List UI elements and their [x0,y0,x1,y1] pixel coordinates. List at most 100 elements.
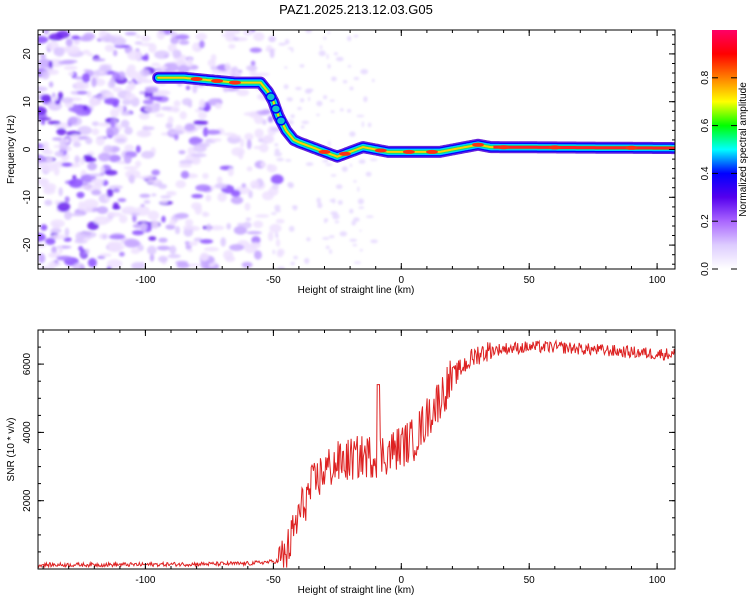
noise-blob [136,129,152,138]
noise-blob [165,122,173,129]
noise-blob [276,250,284,258]
noise-blob [125,84,133,93]
noise-blob [179,159,193,165]
noise-blob [180,170,190,179]
noise-blob [230,189,241,197]
noise-blob [45,157,54,162]
noise-blob [191,153,207,158]
noise-blob [290,114,295,119]
noise-blob [124,126,133,135]
chart-title: PAZ1.2025.213.12.03.G05 [279,2,433,17]
noise-blob [187,57,193,68]
noise-blob [124,93,136,101]
noise-blob [116,75,121,80]
noise-blob [41,120,46,125]
noise-blob [111,37,127,46]
noise-blob [299,64,305,68]
noise-blob [129,174,135,184]
noise-blob [60,97,74,104]
noise-blob [347,109,352,113]
noise-blob [270,174,284,185]
noise-blob [332,213,340,220]
noise-blob [194,109,202,113]
noise-blob [259,143,269,153]
noise-blob [139,68,150,77]
noise-blob [340,108,344,112]
noise-blob [165,224,176,230]
noise-blob [136,205,150,216]
noise-blob [347,35,352,42]
noise-blob [305,30,312,33]
noise-blob [139,193,151,198]
noise-blob [61,59,78,64]
x-tick-label: -100 [135,575,155,586]
noise-blob [267,164,273,170]
noise-blob [253,220,264,229]
noise-blob [48,81,54,88]
noise-blob [159,200,169,204]
noise-blob [271,183,279,190]
noise-blob [209,225,225,231]
noise-blob [156,30,166,40]
noise-blob [131,262,145,269]
noise-blob [341,166,348,172]
noise-blob [40,224,48,231]
ridge-peak [229,80,241,85]
noise-blob [320,45,323,50]
ridge-peak [339,151,351,156]
noise-blob [78,35,92,42]
noise-blob [235,30,241,35]
noise-blob [283,84,289,90]
noise-blob [325,245,330,250]
noise-blob [110,118,116,128]
noise-blob [189,137,204,143]
noise-blob [110,108,120,118]
noise-blob [277,266,285,269]
colorbar-tick-label: 0.0 [700,262,711,276]
noise-blob [140,222,147,232]
noise-blob [43,187,56,195]
noise-blob [38,253,46,264]
colorbar: 0.0 0.2 0.4 0.6 0.8 Normalized spectral ampl… [700,30,749,276]
noise-blob [353,180,357,183]
noise-blob [225,255,236,263]
noise-blob [243,112,259,116]
noise-blob [274,209,281,213]
noise-blob [85,183,95,192]
noise-blob [151,169,160,176]
spectrogram-ylabel: Frequency (Hz) [6,115,17,184]
noise-blob [68,178,84,188]
noise-blob [113,49,118,57]
noise-blob [185,263,202,267]
noise-blob [43,30,50,35]
noise-blob [48,33,64,41]
noise-blob [254,115,264,125]
noise-blob [193,125,204,130]
noise-blob [141,150,155,159]
noise-blob [330,211,338,216]
noise-blob [58,187,63,197]
noise-blob [351,220,357,226]
noise-blob [251,236,261,244]
noise-blob [160,195,172,199]
noise-blob [116,138,126,143]
noise-blob [98,152,111,162]
noise-blob [63,237,72,242]
noise-blob [241,261,253,268]
colorbar-label: Normalized spectral amplitude [738,82,749,217]
noise-blob [199,99,206,109]
snr-xlabel: Height of straight line (km) [298,585,415,596]
noise-blob [86,90,92,98]
x-tick-label: -50 [266,275,281,286]
noise-blob [372,78,375,83]
noise-blob [160,106,172,111]
noise-blob [195,32,208,41]
noise-blob [202,173,209,179]
noise-blob [349,208,354,214]
noise-blob [365,215,374,218]
noise-blob [167,254,181,259]
noise-blob [194,205,202,215]
noise-blob [73,76,84,80]
ridge-peak [374,148,387,153]
noise-blob [155,113,165,118]
